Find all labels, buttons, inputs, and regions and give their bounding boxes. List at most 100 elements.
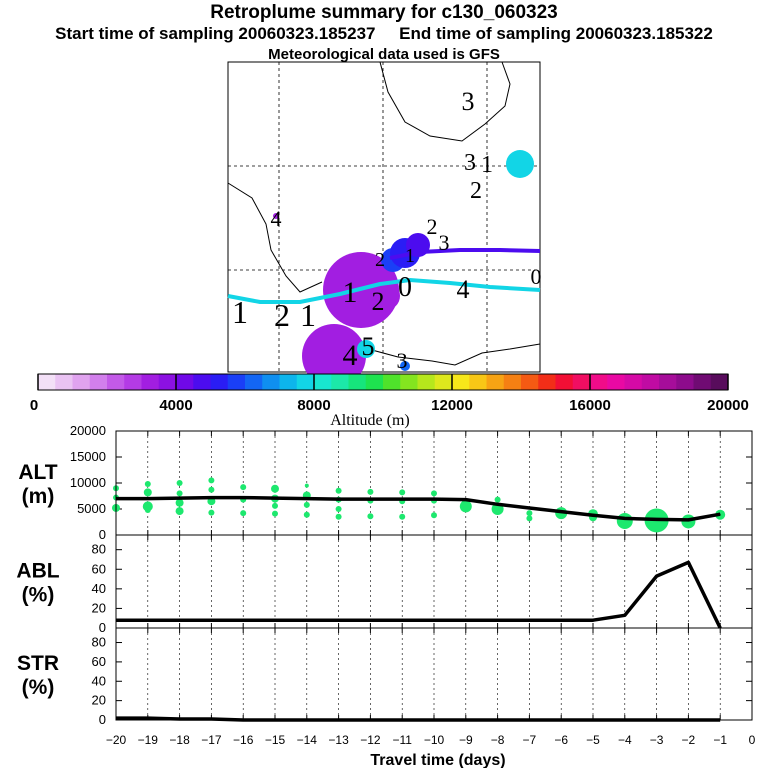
plume-bubble [273,213,279,219]
map-label: 3 [464,150,476,176]
colorbar-swatch [365,374,384,390]
map-label: 3 [439,230,450,255]
altitude-dot [526,510,533,517]
colorbar-swatch [72,374,91,390]
x-tick-label: −17 [201,733,222,747]
colorbar-swatch [348,374,367,390]
colorbar-swatch [262,374,280,390]
data-point [433,619,435,621]
data-point [592,514,594,516]
map-label: 2 [372,287,385,316]
data-point [210,718,212,720]
series-line-alt [116,495,721,522]
map-label: 0 [531,264,542,289]
x-tick-label: 0 [749,733,756,747]
map-label: 4 [271,206,282,231]
x-tick-label: −18 [169,733,190,747]
map-label: 2 [375,249,385,271]
colorbar-swatch [624,374,643,390]
series-line-abl [116,560,722,629]
panel-alt: 0 5000 10000 15000 20000 ALT(m) [18,423,753,542]
altitude-dot [303,501,310,508]
altitude-dot [175,498,184,507]
plume-bubble [357,340,375,358]
colorbar-swatch [555,374,574,390]
colorbar-swatch [434,374,453,390]
map-label: 1 [232,294,248,330]
altitude-dot [208,486,215,493]
y-tick-label: 20 [92,693,106,708]
altitude-dot [431,512,437,519]
altitude-dot [335,513,342,520]
y-tick-label: 20000 [70,423,106,438]
y-axis-label: ALT [18,461,57,484]
data-point [338,498,340,500]
y-tick-label: 80 [92,542,106,557]
colorbar-swatch [607,374,625,390]
map-labels: 33 124 232 10 41 2 11 24 5 30 [232,87,542,373]
data-point [179,497,181,499]
data-point [624,614,626,616]
altitude-dot [335,506,342,512]
y-axis-label: (m) [22,485,55,508]
map-label: 5 [362,332,375,361]
panel-str: 0 20 40 60 80 STR(%) [17,627,753,727]
colorbar-swatch [469,374,487,390]
colorbar-swatch [590,374,608,390]
y-tick-label: 40 [92,581,106,596]
data-point [306,619,308,621]
map-label: 3 [462,87,475,116]
map-label: 1 [343,276,358,309]
data-point [147,619,149,621]
y-tick-label: 0 [99,527,106,542]
colorbar-swatch [158,374,177,390]
y-tick-label: 10000 [70,475,106,490]
altitude-dot [175,507,184,516]
chart-title: Retroplume summary for c130_060323 [210,2,558,23]
x-tick-label: −13 [328,733,349,747]
end-time: End time of sampling 20060323.185322 [399,24,713,43]
map-label: 2 [470,178,482,204]
y-axis-label: ABL [16,560,59,583]
data-point [179,619,181,621]
map-label: 2 [274,297,290,333]
altitude-dot [144,507,151,514]
map-panel: 33 124 232 10 41 2 11 24 5 30 [227,61,542,388]
colorbar-swatch [141,374,160,390]
colorbar-tick-label: 16000 [569,397,611,414]
data-point [656,575,658,577]
data-point [497,503,499,505]
map-label: 0 [398,272,412,303]
colorbar-tick-label: 20000 [707,397,749,414]
x-tick-label: −11 [392,733,412,747]
y-tick-label: 60 [92,654,106,669]
map-label: 4 [343,339,358,372]
colorbar-swatch [452,374,470,390]
data-point [369,619,371,621]
altitude-dot [399,489,406,496]
x-tick-label: −2 [682,733,696,747]
data-point [242,619,244,621]
plume-bubble [506,150,534,178]
data-point [592,619,594,621]
x-tick-label: −6 [554,733,568,747]
map-label: 1 [481,152,493,178]
data-point [656,518,658,520]
panel-frame [115,627,753,721]
x-tick-label: −12 [360,733,381,747]
start-time: Start time of sampling 20060323.185237 [55,24,376,43]
plume-bubble [400,361,410,371]
data-point [687,561,689,563]
y-axis-label: (%) [22,676,55,699]
colorbar-swatch [383,374,401,390]
y-tick-label: 80 [92,635,106,650]
colorbar-swatch [400,374,418,390]
colorbar-swatch [245,374,263,390]
data-point [465,619,467,621]
map-label: 1 [405,245,415,267]
x-tick-label: −15 [265,733,286,747]
colorbar-swatch [107,374,125,390]
altitude-dot [303,511,310,518]
colorbar-swatch [193,374,211,390]
